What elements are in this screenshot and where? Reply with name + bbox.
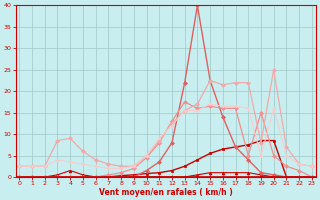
X-axis label: Vent moyen/en rafales ( km/h ): Vent moyen/en rafales ( km/h ) [99, 188, 232, 197]
